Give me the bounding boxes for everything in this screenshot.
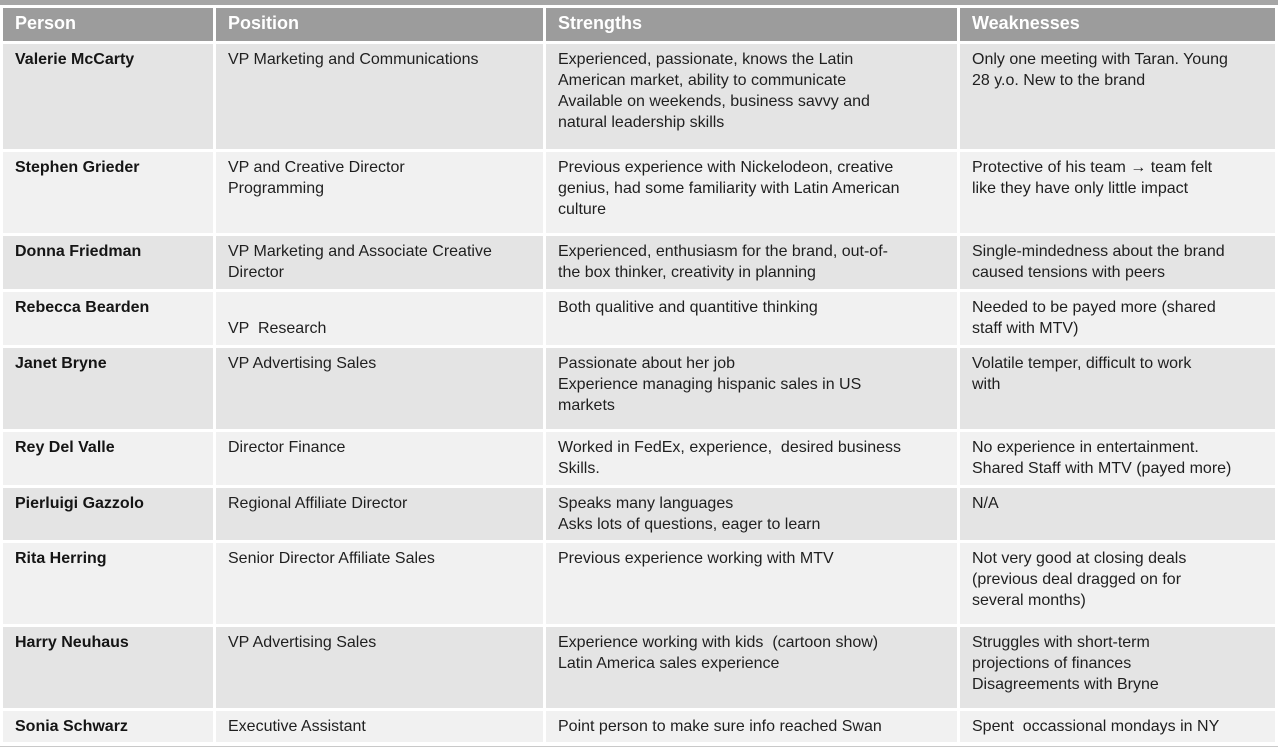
weaknesses-cell: Only one meeting with Taran. Young 28 y.… [960,44,1275,149]
strengths-cell: Worked in FedEx, experience, desired bus… [546,432,957,485]
weaknesses-cell: No experience in entertainment. Shared S… [960,432,1275,485]
strengths-cell: Experienced, enthusiasm for the brand, o… [546,236,957,289]
table-row: Rebecca Bearden VP Research Both qualitiv… [3,292,1275,345]
weaknesses-cell: Not very good at closing deals (previous… [960,543,1275,624]
person-cell: Stephen Grieder [3,152,213,233]
column-header-person: Person [3,8,213,41]
table-row: Janet Bryne VP Advertising Sales Passionat… [3,348,1275,429]
person-cell: Rey Del Valle [3,432,213,485]
weaknesses-cell: Spent occassional mondays in NY [960,711,1275,742]
person-cell: Janet Bryne [3,348,213,429]
table-row: Rey Del Valle Director Finance Worked in F… [3,432,1275,485]
table-row: Harry Neuhaus VP Advertising Sales Experie… [3,627,1275,708]
strengths-cell: Previous experience with Nickelodeon, cr… [546,152,957,233]
strengths-cell: Experience working with kids (cartoon sh… [546,627,957,708]
table-row: Valerie McCarty VP Marketing and Communic… [3,44,1275,149]
table-row: Rita Herring Senior Director Affiliate Sa… [3,543,1275,624]
strengths-cell: Both qualitive and quantitive thinking [546,292,957,345]
position-cell: VP Marketing and Associate Creative Dire… [216,236,543,289]
position-cell: Senior Director Affiliate Sales [216,543,543,624]
position-cell: VP and Creative Director Programming [216,152,543,233]
position-cell: VP Research [216,292,543,345]
weaknesses-cell: Single-mindedness about the brand caused… [960,236,1275,289]
column-header-position: Position [216,8,543,41]
table-row: Donna Friedman VP Marketing and Associate… [3,236,1275,289]
strengths-cell: Point person to make sure info reached S… [546,711,957,742]
weaknesses-cell: Protective of his team → team felt like … [960,152,1275,233]
weaknesses-cell: Needed to be payed more (shared staff wi… [960,292,1275,345]
strengths-cell: Passionate about her job Experience mana… [546,348,957,429]
person-cell: Rebecca Bearden [3,292,213,345]
person-cell: Harry Neuhaus [3,627,213,708]
strengths-cell: Experienced, passionate, knows the Latin… [546,44,957,149]
column-header-weaknesses: Weaknesses [960,8,1275,41]
strengths-cell: Speaks many languages Asks lots of quest… [546,488,957,540]
position-cell: VP Marketing and Communications [216,44,543,149]
table-row: Sonia Schwarz Executive Assistant Point pe… [3,711,1275,742]
table-row: Stephen Grieder VP and Creative Director … [3,152,1275,233]
column-header-strengths: Strengths [546,8,957,41]
person-cell: Sonia Schwarz [3,711,213,742]
table-top-border [0,0,1278,5]
position-cell: VP Advertising Sales [216,348,543,429]
person-cell: Donna Friedman [3,236,213,289]
person-cell: Rita Herring [3,543,213,624]
strengths-cell: Previous experience working with MTV [546,543,957,624]
position-cell: Director Finance [216,432,543,485]
weaknesses-cell: Struggles with short-term projections of… [960,627,1275,708]
person-cell: Pierluigi Gazzolo [3,488,213,540]
position-cell: Regional Affiliate Director [216,488,543,540]
weaknesses-cell: Volatile temper, difficult to work with [960,348,1275,429]
position-cell: Executive Assistant [216,711,543,742]
people-table: Person Position Strengths Weaknesses Valeri… [0,5,1278,745]
position-cell: VP Advertising Sales [216,627,543,708]
weaknesses-cell: N/A [960,488,1275,540]
table-row: Pierluigi Gazzolo Regional Affiliate Dire… [3,488,1275,540]
table-header-row: Person Position Strengths Weaknesses [3,8,1275,41]
person-cell: Valerie McCarty [3,44,213,149]
